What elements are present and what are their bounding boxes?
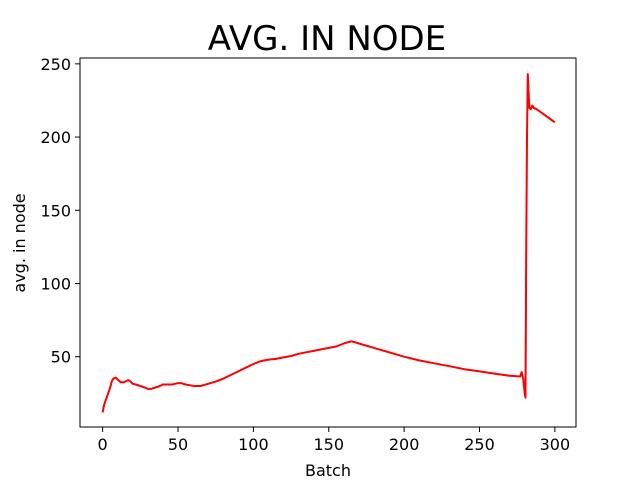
chart-title: AVG. IN NODE <box>208 19 446 59</box>
x-tick-label: 250 <box>464 435 495 454</box>
x-tick-label: 200 <box>389 435 420 454</box>
plot-area <box>79 57 577 428</box>
y-tick-label: 150 <box>40 201 71 220</box>
y-tick-label: 100 <box>40 275 71 294</box>
x-axis: 0 50 100 150 200 250 300 <box>98 427 571 454</box>
x-tick-label: 150 <box>313 435 344 454</box>
y-tick-label: 50 <box>51 348 71 367</box>
y-axis: 50 100 150 200 250 <box>40 55 80 367</box>
x-tick-label: 100 <box>238 435 269 454</box>
x-tick-label: 50 <box>168 435 188 454</box>
series-line-0 <box>101 73 556 413</box>
y-tick-label: 250 <box>40 55 71 74</box>
plot-frame <box>79 57 577 428</box>
x-axis-label: Batch <box>305 461 351 480</box>
x-tick-label: 0 <box>98 435 108 454</box>
y-tick-label: 200 <box>40 128 71 147</box>
x-tick-label: 300 <box>540 435 571 454</box>
y-axis-label: avg. in node <box>10 193 29 292</box>
